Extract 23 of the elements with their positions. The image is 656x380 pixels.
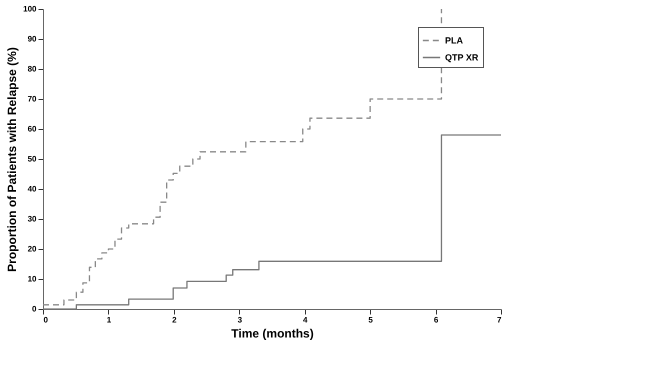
y-tick-label: 50	[28, 154, 38, 164]
y-tick-label: 30	[28, 214, 38, 224]
y-tick-label: 0	[32, 304, 38, 314]
x-tick-label: 4	[302, 316, 308, 324]
x-tick-label: 1	[106, 316, 112, 324]
legend-label: PLA	[445, 36, 464, 46]
y-tick-label: 20	[28, 244, 38, 254]
legend-label: QTP XR	[445, 52, 479, 62]
x-axis-title: Time (months)	[231, 326, 314, 340]
y-tick-label: 100	[23, 4, 38, 14]
y-tick-label: 40	[28, 184, 38, 194]
y-tick-label: 10	[28, 274, 38, 284]
x-tick-label: 3	[238, 316, 243, 324]
y-tick-label: 90	[28, 34, 38, 44]
y-tick-label: 60	[28, 124, 38, 134]
x-tick-label: 0	[44, 316, 48, 324]
x-tick-label: 5	[368, 316, 374, 324]
y-tick-label: 70	[28, 94, 38, 104]
x-tick-label: 2	[172, 316, 178, 324]
x-tick-label: 7	[497, 316, 502, 324]
y-axis-title: Proportion of Patients with Relapse (%)	[5, 47, 20, 272]
x-tick-label: 6	[434, 316, 439, 324]
y-tick-label: 80	[28, 64, 38, 74]
